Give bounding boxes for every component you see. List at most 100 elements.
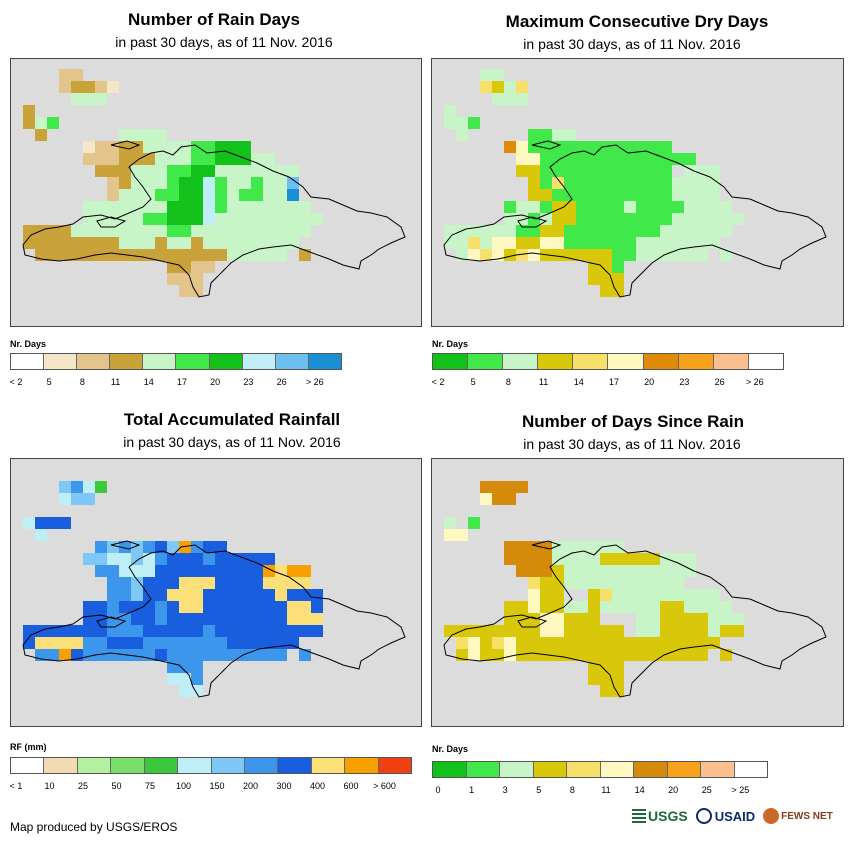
grid-cell — [23, 117, 35, 129]
grid-cell — [564, 577, 576, 589]
legend-tick-label: 200 — [242, 781, 259, 791]
grid-cell — [636, 177, 648, 189]
grid-cell — [179, 225, 191, 237]
grid-cell — [456, 237, 468, 249]
grid-cell — [492, 481, 504, 493]
grid-cell — [492, 69, 504, 81]
grid-cell — [660, 165, 672, 177]
grid-cell — [540, 153, 552, 165]
grid-cell — [107, 541, 119, 553]
grid-cell — [107, 237, 119, 249]
grid-cell — [660, 589, 672, 601]
grid-cell — [227, 553, 239, 565]
grid-cell — [624, 189, 636, 201]
grid-cell — [684, 625, 696, 637]
coastline — [22, 544, 406, 698]
grid-cell — [576, 189, 588, 201]
grid-cell — [528, 577, 540, 589]
legend-tick-label: > 26 — [745, 377, 764, 387]
grid-cell — [492, 625, 504, 637]
grid-cell — [492, 93, 504, 105]
grid-cell — [239, 249, 251, 261]
grid-cell — [83, 649, 95, 661]
map-days-since-rain — [431, 458, 844, 727]
grid-cell — [107, 577, 119, 589]
grid-cell — [227, 153, 239, 165]
grid-cell — [588, 189, 600, 201]
grid-cell — [179, 165, 191, 177]
grid-cell — [684, 601, 696, 613]
grid-cell — [83, 213, 95, 225]
grid-cell — [660, 201, 672, 213]
panel-title: Maximum Consecutive Dry Days — [505, 12, 769, 31]
legend-title: Nr. Days — [432, 744, 469, 754]
grid-cell — [95, 93, 107, 105]
grid-cell — [203, 601, 215, 613]
grid-cell — [131, 601, 143, 613]
grid-cell — [179, 261, 191, 273]
grid-cell — [311, 213, 323, 225]
grid-cell — [516, 565, 528, 577]
grid-cell — [203, 141, 215, 153]
grid-cell — [179, 565, 191, 577]
island-outline — [96, 616, 127, 628]
grid-cell — [131, 153, 143, 165]
grid-cell — [47, 117, 59, 129]
grid-cell — [191, 601, 203, 613]
grid-cell — [552, 249, 564, 261]
grid-cell — [540, 141, 552, 153]
grid-cell — [119, 637, 131, 649]
grid-cell — [155, 625, 167, 637]
grid-cell — [684, 237, 696, 249]
grid-cell — [167, 189, 179, 201]
grid-cell — [167, 577, 179, 589]
grid-cell — [155, 553, 167, 565]
grid-cell — [540, 225, 552, 237]
grid-cell — [660, 213, 672, 225]
panel-subtitle: in past 30 days, as of 11 Nov. 2016 — [523, 436, 741, 452]
legend-tick-label: 23 — [243, 377, 254, 387]
grid-cell — [155, 165, 167, 177]
grid-cell — [528, 165, 540, 177]
grid-cell — [552, 625, 564, 637]
grid-cell — [528, 625, 540, 637]
grid-cell — [468, 517, 480, 529]
grid-cell — [143, 165, 155, 177]
grid-cell — [600, 165, 612, 177]
grid-cell — [263, 625, 275, 637]
grid-cell — [239, 213, 251, 225]
grid-cell — [191, 201, 203, 213]
grid-cell — [299, 601, 311, 613]
grid-cell — [143, 237, 155, 249]
grid-cell — [119, 625, 131, 637]
grid-cell — [287, 237, 299, 249]
legend-tick-label: 11 — [601, 785, 611, 795]
usaid-seal-icon: USAID — [695, 808, 755, 824]
grid-cell — [696, 225, 708, 237]
grid-cell — [444, 625, 456, 637]
grid-cell — [179, 589, 191, 601]
grid-cell — [480, 69, 492, 81]
grid-cell — [612, 225, 624, 237]
grid-cell — [516, 237, 528, 249]
grid-cell — [203, 177, 215, 189]
grid-cell — [131, 249, 143, 261]
grid-cell — [636, 213, 648, 225]
grid-cell — [564, 601, 576, 613]
grid-cell — [732, 613, 744, 625]
grid-cell — [179, 141, 191, 153]
grid-cell — [600, 625, 612, 637]
grid-cell — [251, 649, 263, 661]
grid-cell — [528, 225, 540, 237]
map-canvas — [443, 69, 827, 298]
grid-cell — [660, 625, 672, 637]
grid-cell — [504, 249, 516, 261]
grid-cell — [480, 649, 492, 661]
grid-cell — [696, 625, 708, 637]
legend-swatch — [678, 354, 714, 369]
grid-cell — [47, 237, 59, 249]
grid-cell — [287, 213, 299, 225]
grid-cell — [600, 637, 612, 649]
grid-cell — [275, 249, 287, 261]
grid-cell — [504, 81, 516, 93]
